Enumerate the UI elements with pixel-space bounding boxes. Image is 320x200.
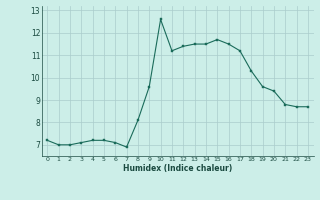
X-axis label: Humidex (Indice chaleur): Humidex (Indice chaleur) bbox=[123, 164, 232, 173]
